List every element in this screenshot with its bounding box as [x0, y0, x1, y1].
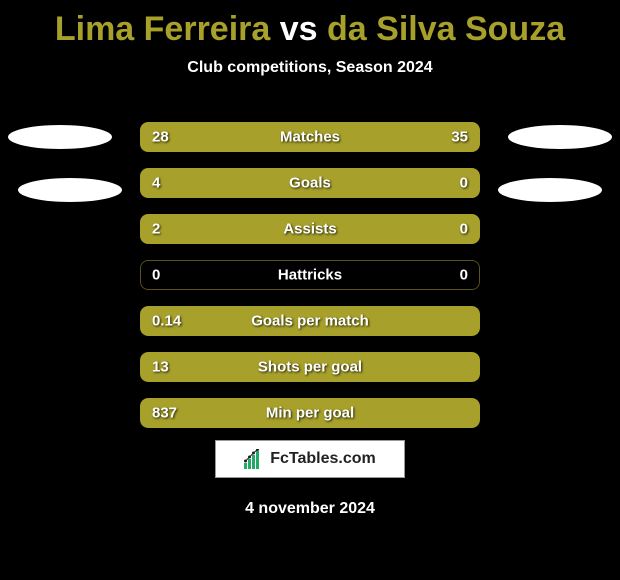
- stat-row: 4 0 Goals: [140, 168, 480, 198]
- stat-value-right: 0: [460, 267, 468, 284]
- stat-label: Shots per goal: [258, 359, 362, 376]
- page-title: Lima Ferreira vs da Silva Souza: [0, 0, 620, 49]
- footer-date: 4 november 2024: [245, 500, 375, 518]
- footer-attribution: FcTables.com: [215, 440, 405, 478]
- player1-marker-top: [8, 125, 112, 149]
- fctables-logo-icon: [244, 449, 266, 469]
- stat-bar-right: [405, 168, 480, 198]
- stat-bar-left: [140, 214, 405, 244]
- stats-container: 28 35 Matches 4 0 Goals 2 0 Assists 0 0 Hattricks 0.…: [140, 122, 480, 444]
- stat-row: 837 Min per goal: [140, 398, 480, 428]
- title-player2: da Silva Souza: [327, 10, 565, 48]
- stat-bar-right: [405, 214, 480, 244]
- stat-row: 13 Shots per goal: [140, 352, 480, 382]
- player2-marker-bottom: [498, 178, 602, 202]
- stat-value-right: 35: [451, 129, 468, 146]
- subtitle: Club competitions, Season 2024: [0, 59, 620, 77]
- stat-value-left: 4: [152, 175, 160, 192]
- stat-label: Assists: [283, 221, 336, 238]
- stat-value-right: 0: [460, 221, 468, 238]
- stat-row: 28 35 Matches: [140, 122, 480, 152]
- stat-value-left: 0.14: [152, 313, 181, 330]
- stat-value-left: 0: [152, 267, 160, 284]
- stat-label: Min per goal: [266, 405, 354, 422]
- title-vs: vs: [270, 10, 327, 48]
- player1-marker-bottom: [18, 178, 122, 202]
- stat-value-left: 28: [152, 129, 169, 146]
- stat-value-left: 13: [152, 359, 169, 376]
- stat-value-left: 837: [152, 405, 177, 422]
- footer-site: FcTables.com: [270, 450, 376, 468]
- stat-value-left: 2: [152, 221, 160, 238]
- player2-marker-top: [508, 125, 612, 149]
- stat-bar-left: [140, 168, 405, 198]
- stat-row: 2 0 Assists: [140, 214, 480, 244]
- stat-label: Goals: [289, 175, 331, 192]
- stat-value-right: 0: [460, 175, 468, 192]
- stat-row: 0 0 Hattricks: [140, 260, 480, 290]
- stat-label: Matches: [280, 129, 340, 146]
- stat-label: Hattricks: [278, 267, 342, 284]
- stat-row: 0.14 Goals per match: [140, 306, 480, 336]
- stat-label: Goals per match: [251, 313, 369, 330]
- title-player1: Lima Ferreira: [55, 10, 270, 48]
